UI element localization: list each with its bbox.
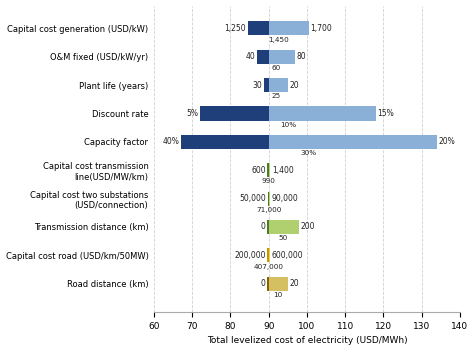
Bar (257, 49, 269, 64)
Text: 0: 0 (260, 279, 265, 288)
Bar (267, 277, 269, 291)
Text: 40: 40 (246, 52, 255, 61)
Bar (267, 248, 269, 263)
Text: 20%: 20% (438, 137, 455, 146)
Text: 1,250: 1,250 (225, 24, 246, 33)
Bar (269, 192, 270, 206)
Bar (267, 192, 269, 206)
Bar (269, 277, 288, 291)
Text: 30: 30 (253, 80, 263, 90)
Text: 50: 50 (278, 235, 288, 241)
Bar (269, 21, 309, 35)
Bar (269, 106, 376, 120)
Text: 0: 0 (260, 223, 265, 232)
Text: 60: 60 (272, 65, 281, 71)
Text: 20: 20 (289, 279, 299, 288)
Text: 90,000: 90,000 (272, 194, 298, 203)
Bar (269, 78, 288, 92)
Text: 10: 10 (273, 292, 282, 298)
Text: 600,000: 600,000 (272, 251, 303, 260)
Bar (267, 163, 269, 177)
Bar (181, 135, 269, 149)
Bar (200, 106, 269, 120)
Bar (269, 135, 437, 149)
Text: 1,450: 1,450 (268, 37, 289, 42)
Text: 30%: 30% (301, 150, 317, 156)
X-axis label: Total levelized cost of electricity (USD/MWh): Total levelized cost of electricity (USD… (207, 337, 407, 345)
Text: 600: 600 (251, 166, 265, 175)
Text: 25: 25 (271, 93, 281, 99)
Text: 20: 20 (289, 80, 299, 90)
Bar (264, 78, 269, 92)
Text: 5%: 5% (186, 109, 198, 118)
Bar (248, 21, 269, 35)
Bar (269, 163, 270, 177)
Bar (269, 220, 299, 234)
Text: 40%: 40% (163, 137, 179, 146)
Text: 10%: 10% (280, 122, 296, 128)
Text: 1,400: 1,400 (272, 166, 293, 175)
Text: 990: 990 (262, 178, 276, 184)
Text: 80: 80 (297, 52, 307, 61)
Text: 200: 200 (301, 223, 315, 232)
Bar (269, 49, 295, 64)
Text: 1,700: 1,700 (310, 24, 332, 33)
Bar (269, 248, 270, 263)
Bar (267, 220, 269, 234)
Text: 71,000: 71,000 (256, 207, 282, 213)
Text: 15%: 15% (377, 109, 394, 118)
Text: 200,000: 200,000 (234, 251, 265, 260)
Text: 50,000: 50,000 (239, 194, 266, 203)
Text: 407,000: 407,000 (254, 264, 284, 270)
